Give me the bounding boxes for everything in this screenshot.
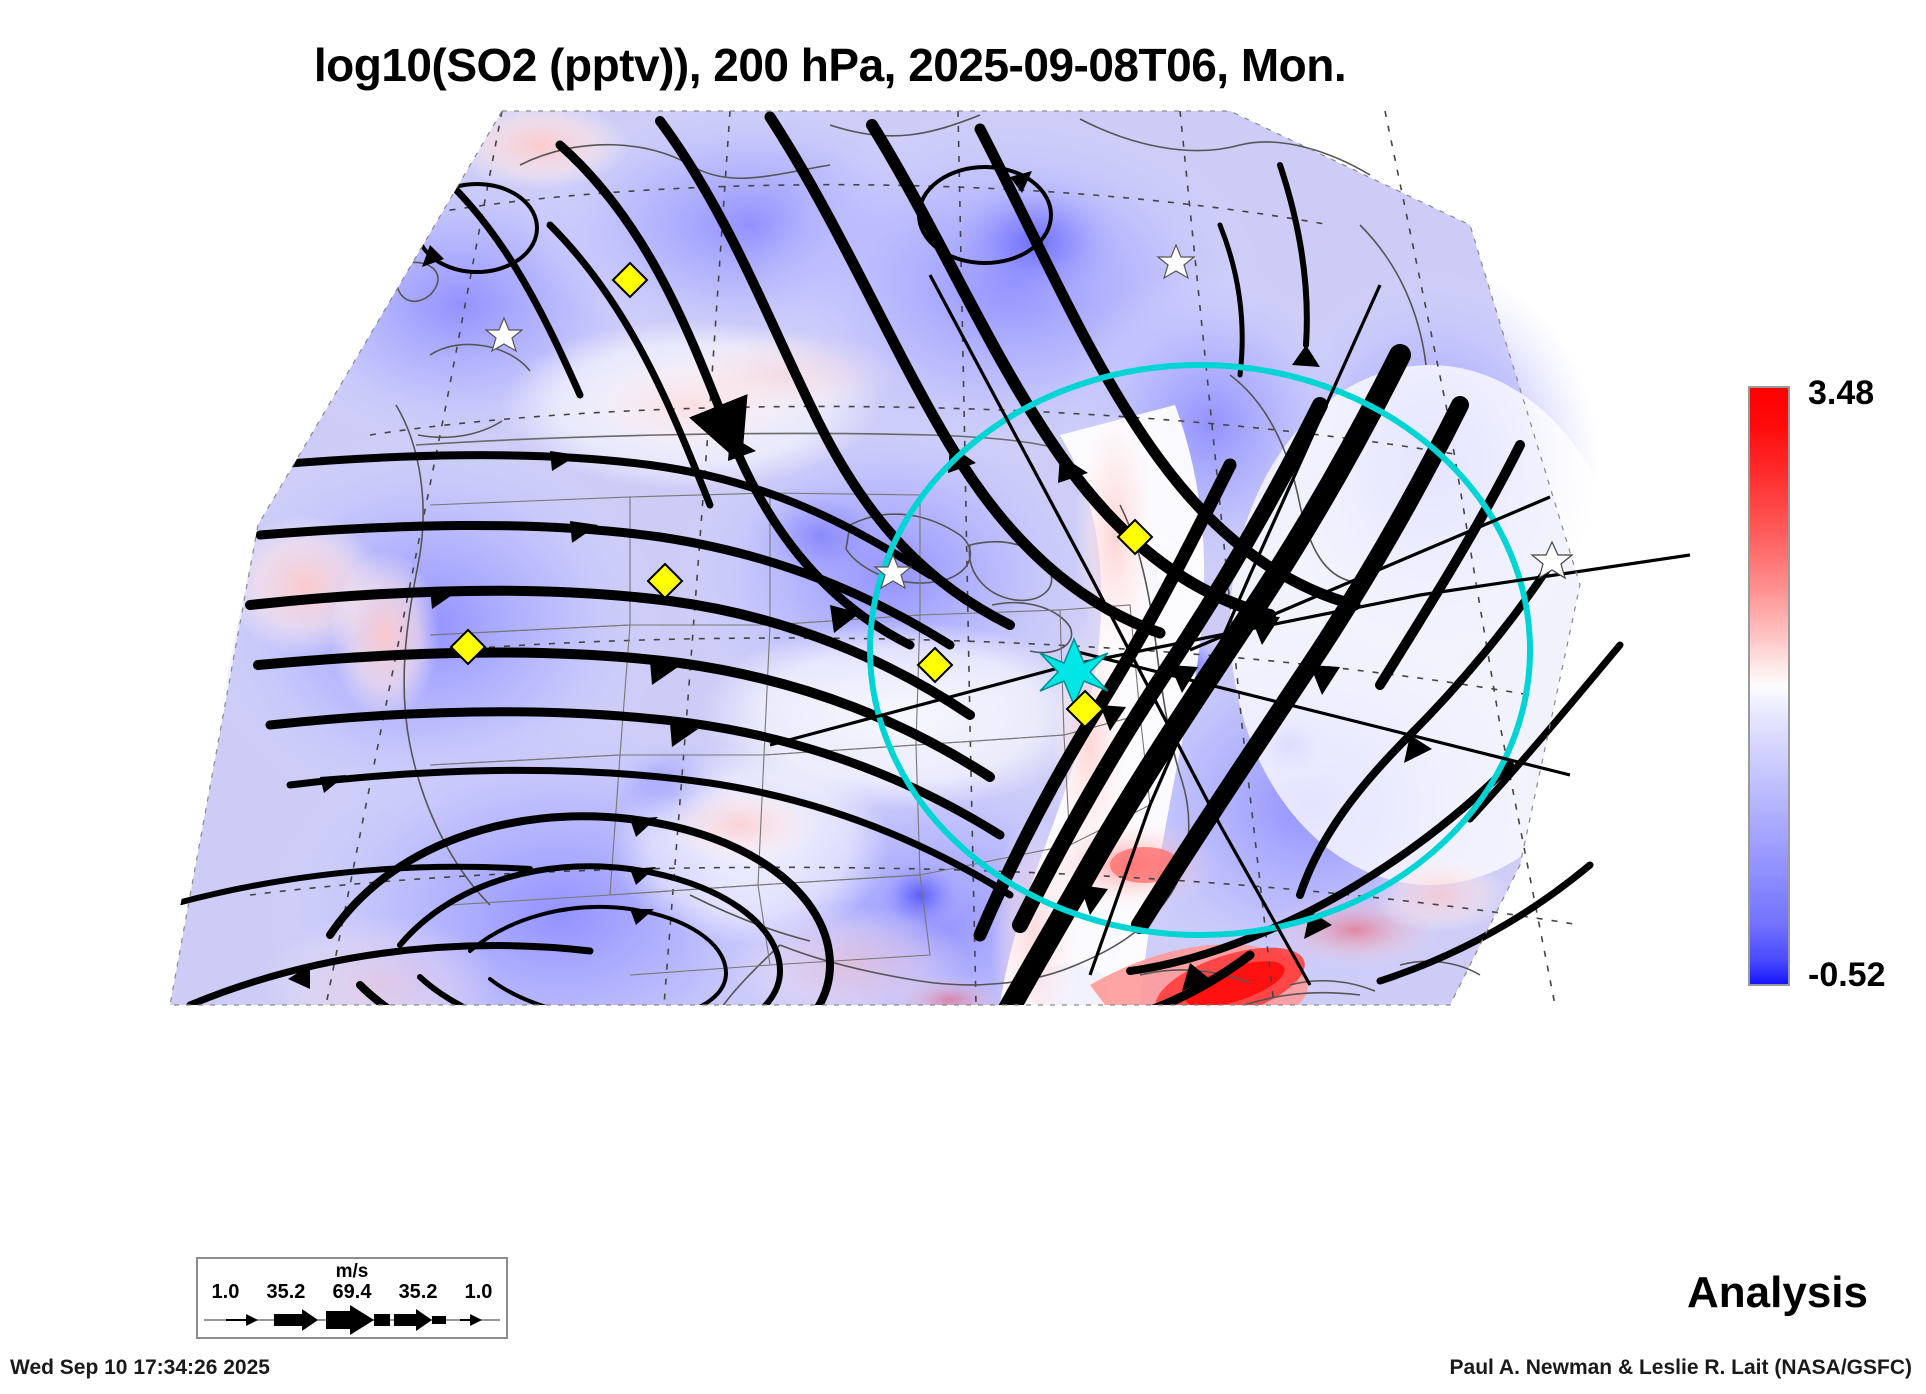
wind-tick-2: 35.2 (266, 1281, 306, 1303)
yellow-diamond-marker[interactable] (646, 562, 684, 600)
colorbar-gradient[interactable] (1748, 386, 1790, 986)
wind-streamlines (167, 111, 1624, 1005)
range-ring (867, 362, 1533, 938)
white-star-marker[interactable] (484, 316, 524, 353)
wind-speed-legend: m/s 1.0 35.2 69.4 35.2 1.0 (196, 1257, 508, 1339)
render-timestamp: Wed Sep 10 17:34:26 2025 (10, 1356, 270, 1379)
wind-arrow-scale-icon (204, 1305, 500, 1335)
yellow-diamond-marker[interactable] (1065, 689, 1105, 729)
map-plot-svg[interactable] (130, 105, 1690, 1235)
map-domain-outline (169, 110, 1581, 1006)
map-panel[interactable] (130, 105, 1690, 1235)
yellow-diamond-marker[interactable] (449, 628, 487, 666)
yellow-diamond-marker[interactable] (1116, 518, 1154, 556)
white-star-marker[interactable] (1156, 243, 1196, 280)
page-title: log10(SO2 (pptv)), 200 hPa, 2025-09-08T0… (313, 39, 1347, 91)
wind-tick-3: 69.4 (332, 1281, 372, 1303)
wind-tick-4: 35.2 (398, 1281, 438, 1303)
wind-tick-5: 1.0 (464, 1281, 493, 1303)
analysis-label: Analysis (1687, 1268, 1868, 1317)
white-star-marker[interactable] (873, 553, 913, 590)
colorbar-max-label: 3.48 (1808, 374, 1875, 412)
wind-tick-labels: 1.0 35.2 69.4 35.2 1.0 (198, 1281, 506, 1304)
yellow-diamond-marker[interactable] (611, 261, 649, 299)
yellow-diamond-marker[interactable] (916, 646, 954, 684)
author-credit: Paul A. Newman & Leslie R. Lait (NASA/GS… (1449, 1356, 1912, 1379)
station-markers[interactable] (449, 243, 1574, 729)
white-star-marker[interactable] (1530, 540, 1574, 580)
wind-tick-1: 1.0 (211, 1281, 240, 1303)
colorbar[interactable]: 3.48 -0.52 (1748, 374, 1918, 1006)
flight-tracks (769, 274, 1690, 986)
colorbar-min-label: -0.52 (1808, 956, 1886, 994)
wind-units-label: m/s (335, 1261, 369, 1282)
